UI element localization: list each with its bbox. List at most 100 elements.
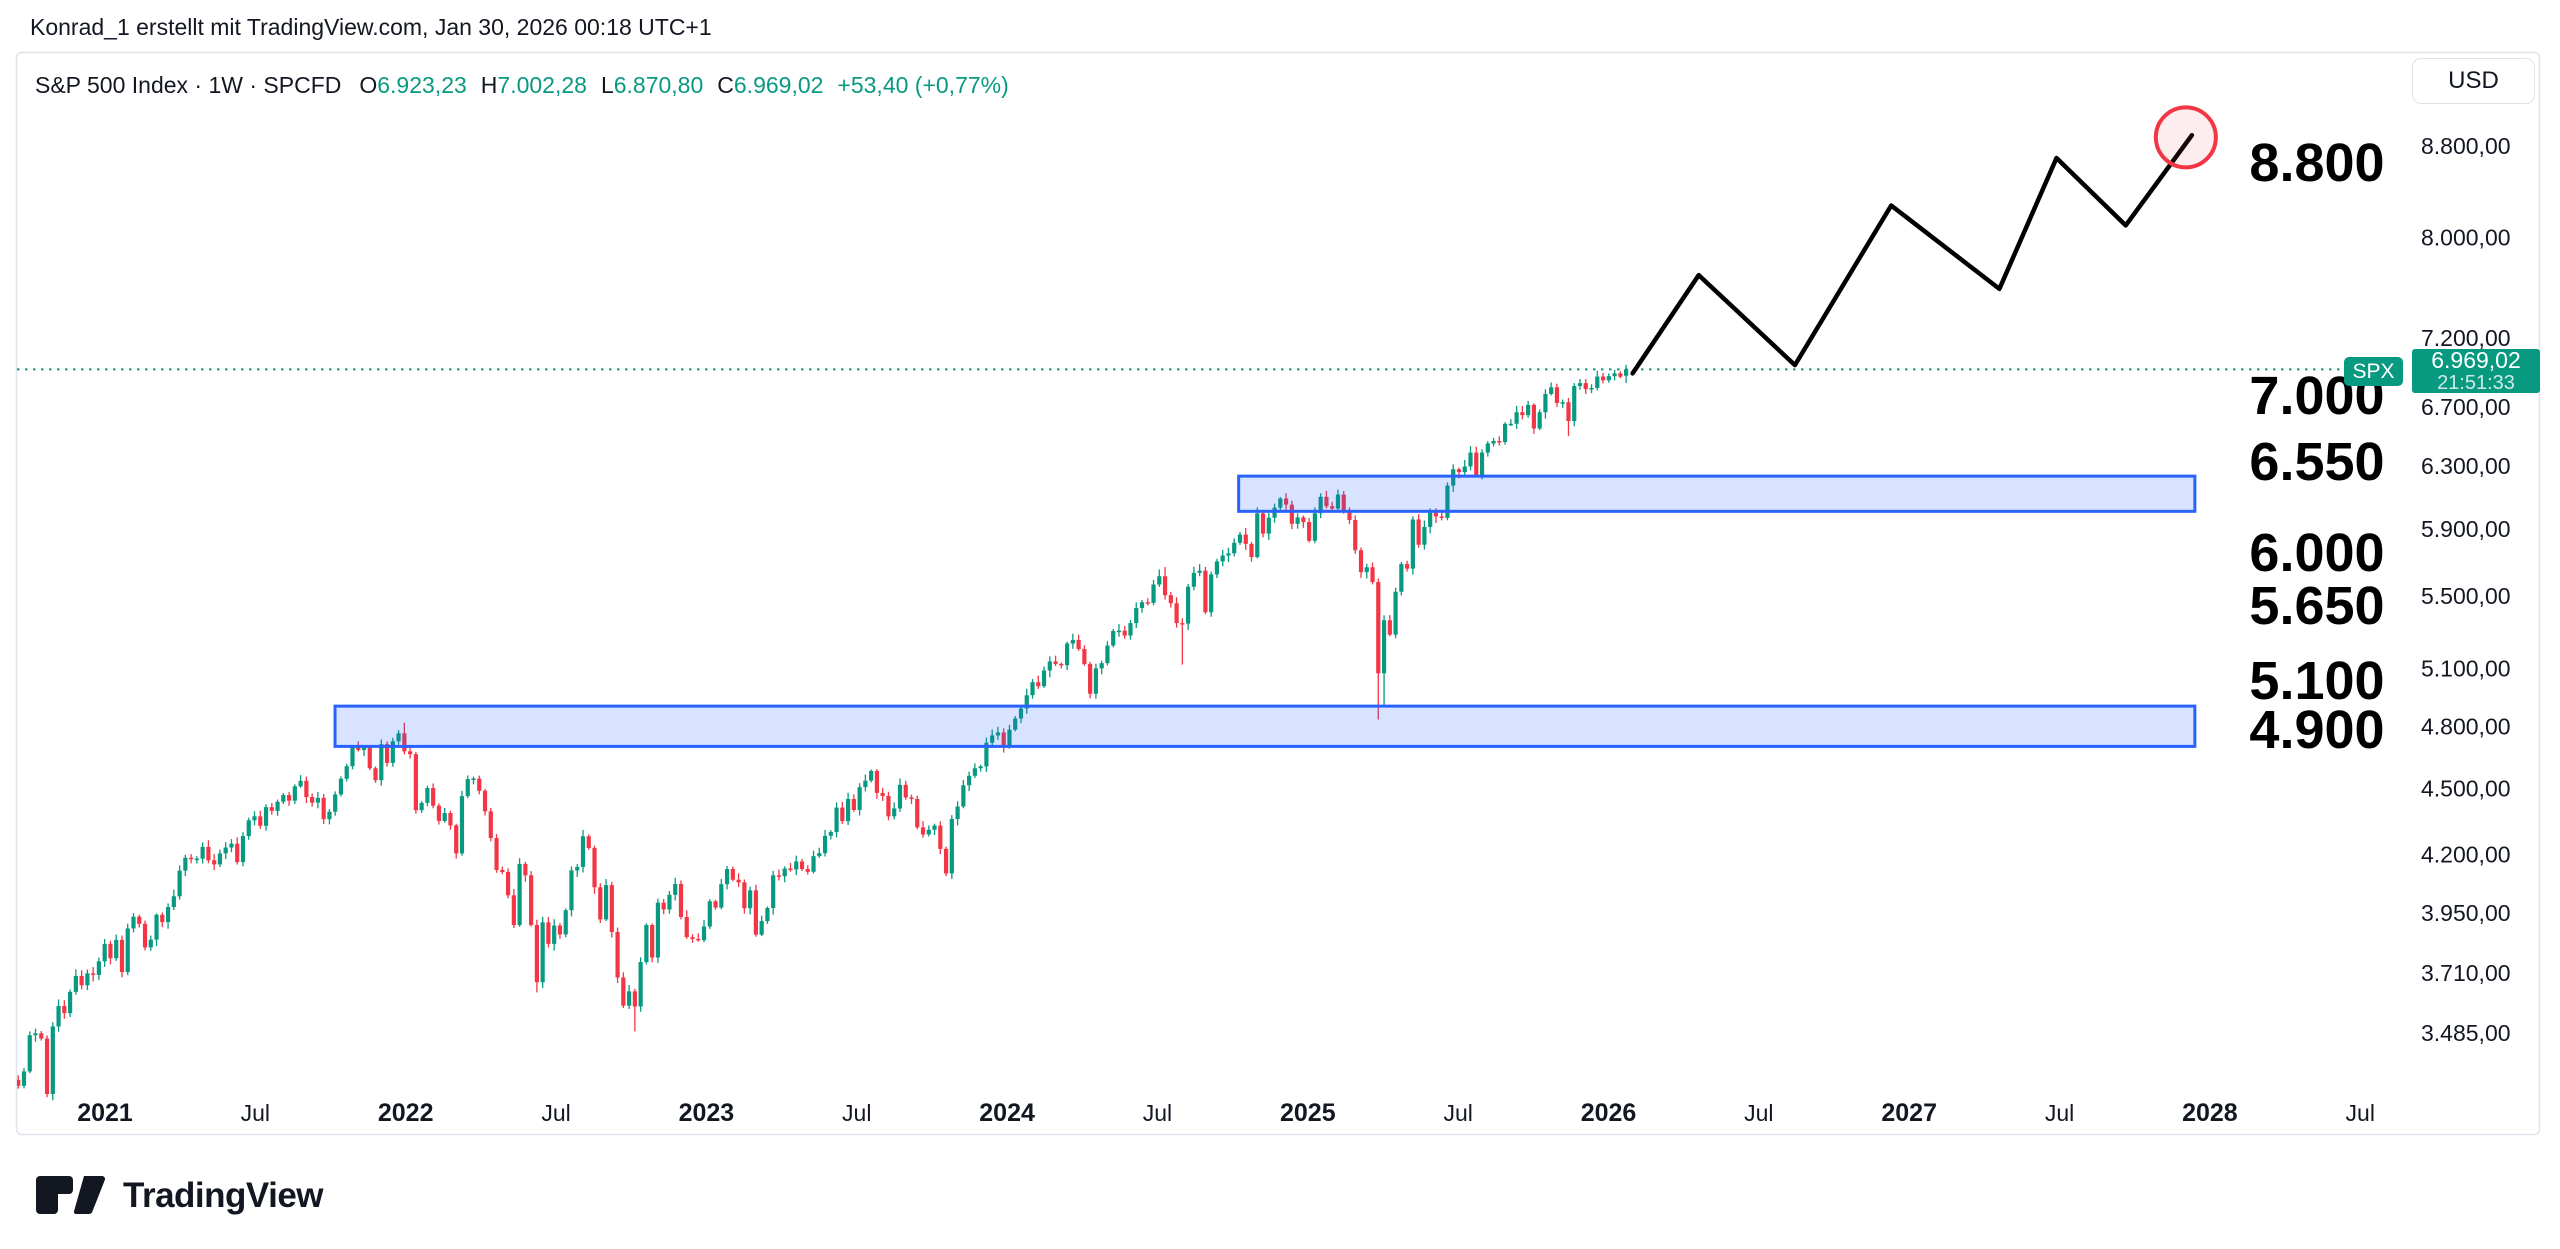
candle-body	[575, 866, 580, 871]
candle-body	[972, 768, 977, 776]
symbol-price-tag: SPX	[2344, 357, 2403, 386]
projection-target-circle[interactable]	[2153, 105, 2218, 170]
candle-body	[1399, 564, 1404, 592]
candle-body	[874, 770, 880, 793]
candle-body	[1324, 496, 1329, 507]
candle-body	[1036, 682, 1041, 687]
candle-body	[765, 908, 770, 922]
candle-body	[1139, 602, 1145, 608]
candle-body	[892, 808, 897, 817]
tradingview-logo-text: TradingView	[123, 1176, 324, 1215]
candle-body	[171, 896, 176, 908]
candle-body	[310, 797, 315, 803]
tradingview-logo-icon	[36, 1176, 106, 1215]
candle-body	[488, 811, 493, 839]
candle-body	[1566, 402, 1571, 422]
candle-body	[598, 887, 603, 920]
price-annotation[interactable]: 6.000	[2249, 523, 2384, 583]
candle-body	[967, 775, 972, 786]
candle-body	[1364, 567, 1369, 573]
x-axis-label: 2024	[979, 1099, 1035, 1127]
candle-body	[1301, 517, 1306, 523]
candle-body	[1312, 513, 1318, 541]
candle-body	[1618, 373, 1623, 377]
candle-body	[390, 741, 395, 763]
candle-body	[713, 901, 718, 908]
candle-body	[91, 973, 96, 975]
y-axis-label: 5.500,00	[2421, 583, 2511, 609]
tradingview-logo[interactable]: TradingView	[33, 1176, 324, 1216]
candle-body	[1070, 639, 1075, 644]
price-annotation[interactable]: 8.800	[2249, 133, 2384, 193]
candle-body	[85, 973, 90, 986]
candle-body	[609, 885, 614, 932]
candle-body	[788, 868, 793, 871]
support-zone[interactable]	[333, 704, 2197, 748]
candle-body	[909, 797, 914, 799]
candles	[17, 364, 1629, 1101]
price-annotation[interactable]: 4.900	[2249, 700, 2384, 760]
candle-body	[1405, 564, 1410, 569]
candle-body	[552, 925, 557, 944]
candle-body	[160, 914, 165, 923]
candle-body	[701, 926, 707, 941]
candle-body	[1583, 383, 1588, 390]
candle-body	[292, 786, 297, 801]
candle-body	[1174, 603, 1179, 624]
candle-body	[534, 925, 539, 983]
candle-body	[1001, 732, 1006, 748]
candle-body	[1606, 376, 1611, 381]
candle-body	[978, 766, 983, 769]
candle-body	[1497, 440, 1502, 443]
candle-body	[920, 827, 926, 835]
price-annotation[interactable]: 5.650	[2249, 576, 2384, 636]
candle-body	[748, 890, 753, 909]
candle-body	[223, 847, 228, 854]
candle-body	[212, 860, 217, 865]
y-axis-label: 4.500,00	[2421, 775, 2511, 801]
candle-body	[431, 788, 436, 806]
candle-body	[17, 1079, 21, 1086]
candle-body	[1145, 602, 1150, 604]
resistance-zone[interactable]	[1237, 474, 2197, 513]
candle-body	[1260, 513, 1266, 534]
candle-body	[1514, 412, 1519, 424]
candle-body	[995, 732, 1001, 736]
candle-body	[678, 883, 684, 917]
projection-line[interactable]	[1630, 132, 2195, 376]
candle-body	[961, 785, 966, 807]
candle-body	[1462, 466, 1467, 473]
candle-body	[442, 813, 447, 821]
y-axis-label: 8.000,00	[2421, 224, 2511, 250]
y-axis-label: 3.950,00	[2421, 900, 2511, 926]
candle-body	[1387, 620, 1392, 635]
candle-body	[1577, 383, 1583, 387]
candle-body	[361, 747, 367, 751]
candle-body	[448, 813, 453, 826]
price-annotation[interactable]: 6.550	[2249, 432, 2384, 492]
candle-body	[44, 1038, 50, 1095]
candle-body	[817, 853, 822, 857]
candle-body	[1105, 645, 1110, 664]
candle-body	[96, 961, 102, 975]
candle-body	[1508, 423, 1513, 426]
x-axis-label: 2028	[2182, 1099, 2238, 1127]
candle-body	[200, 846, 205, 859]
candle-body	[408, 751, 413, 755]
candle-body	[258, 816, 263, 826]
price-annotation[interactable]: 5.100	[2249, 651, 2384, 711]
candle-body	[742, 882, 747, 909]
candle-body	[834, 807, 839, 833]
candle-body	[1549, 387, 1554, 395]
candle-body	[603, 885, 609, 920]
candle-body	[1168, 595, 1173, 604]
candle-body	[1347, 510, 1352, 520]
candle-body	[903, 784, 908, 798]
candle-body	[1249, 543, 1254, 558]
candle-body	[1214, 561, 1220, 575]
candle-body	[955, 806, 960, 819]
candle-body	[500, 869, 505, 873]
candle-body	[50, 1026, 55, 1095]
currency-toggle-button[interactable]: USD	[2412, 58, 2535, 104]
